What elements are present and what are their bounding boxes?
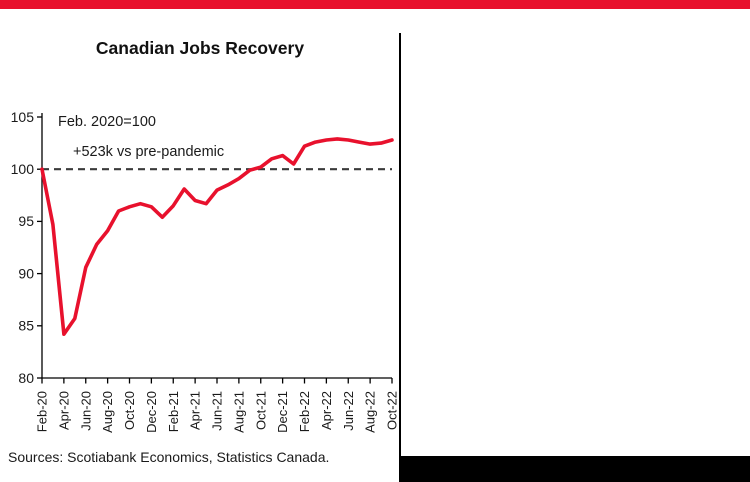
svg-text:Aug-20: Aug-20 [100, 391, 115, 433]
svg-text:80: 80 [18, 370, 34, 386]
column-divider [399, 33, 401, 482]
svg-text:Oct-21: Oct-21 [253, 391, 268, 430]
svg-text:Dec-21: Dec-21 [275, 391, 290, 433]
svg-text:95: 95 [18, 213, 34, 229]
svg-text:105: 105 [11, 109, 35, 125]
svg-text:Apr-21: Apr-21 [188, 391, 203, 430]
annotation-index-base: Feb. 2020=100 [58, 114, 156, 130]
sources-note: Sources: Scotiabank Economics, Statistic… [8, 449, 330, 465]
svg-text:Jun-20: Jun-20 [78, 391, 93, 431]
top-red-bar [0, 0, 750, 9]
svg-text:Dec-20: Dec-20 [144, 391, 159, 433]
svg-text:Jun-21: Jun-21 [210, 391, 225, 431]
bottom-black-bar [399, 456, 750, 482]
annotation-jobs-gain: +523k vs pre-pandemic [73, 144, 225, 160]
svg-text:Feb-22: Feb-22 [297, 391, 312, 432]
svg-text:Jun-22: Jun-22 [341, 391, 356, 431]
svg-text:Aug-22: Aug-22 [363, 391, 378, 433]
svg-text:Feb-20: Feb-20 [35, 391, 50, 432]
svg-text:Oct-22: Oct-22 [385, 391, 400, 430]
chart-title: Canadian Jobs Recovery [95, 38, 305, 58]
svg-text:90: 90 [18, 265, 34, 281]
svg-text:85: 85 [18, 318, 34, 334]
svg-text:Apr-22: Apr-22 [319, 391, 334, 430]
svg-text:Oct-20: Oct-20 [122, 391, 137, 430]
svg-text:100: 100 [11, 161, 35, 177]
line-chart: 80 85 90 95 100 105 Feb-20 Apr-20 Jun-20 Aug-20 Oc… [11, 109, 400, 433]
chart-panel: Canadian Jobs Recovery Feb. 2020=100 +52… [0, 9, 400, 482]
svg-text:Feb-21: Feb-21 [166, 391, 181, 432]
svg-text:Apr-20: Apr-20 [56, 391, 71, 430]
svg-text:Aug-21: Aug-21 [231, 391, 246, 433]
